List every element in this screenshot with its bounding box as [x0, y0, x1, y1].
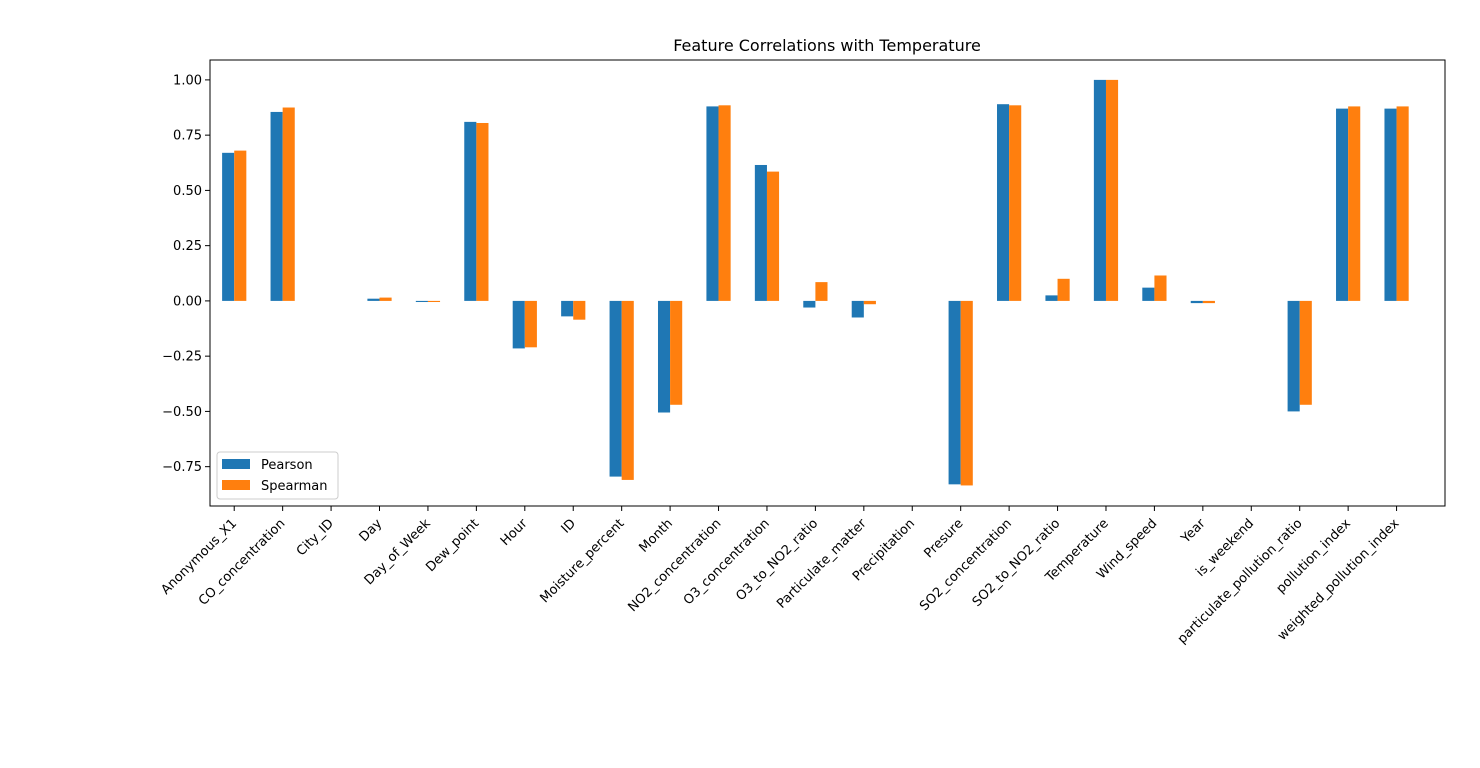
bar-pearson-pollution-index: [1336, 108, 1349, 301]
legend-label-pearson: Pearson: [261, 458, 313, 473]
bar-spearman-moisture-percent: [621, 300, 634, 480]
bar-pearson-wind-speed: [1142, 287, 1155, 301]
bar-pearson-day-of-week: [415, 300, 428, 303]
bar-pearson-weighted-pollution-index: [1384, 108, 1397, 301]
bar-spearman-dew-point: [476, 122, 489, 301]
bar-spearman-o3-to-no2-ratio: [815, 282, 828, 301]
bar-pearson-particulate-matter: [851, 300, 864, 318]
bar-spearman-hour: [524, 300, 537, 348]
y-tick-label: −0.75: [162, 460, 202, 475]
bar-spearman-month: [670, 300, 683, 405]
bar-spearman-so2-concentration: [1009, 105, 1022, 301]
y-tick-label: −0.25: [162, 350, 202, 365]
bar-pearson-dew-point: [464, 121, 477, 301]
bar-pearson-id: [561, 300, 574, 317]
bar-pearson-day: [367, 298, 380, 301]
bar-pearson-hour: [512, 300, 525, 349]
y-tick-label: 0.75: [173, 129, 202, 144]
bar-pearson-presure: [948, 300, 961, 485]
bar-pearson-moisture-percent: [609, 300, 622, 477]
bar-pearson-no2-concentration: [706, 106, 719, 301]
bar-pearson-so2-to-no2-ratio: [1045, 295, 1058, 301]
y-tick-label: 0.25: [173, 239, 202, 254]
bar-spearman-o3-concentration: [766, 171, 780, 301]
chart-title: Feature Correlations with Temperature: [673, 36, 981, 55]
bar-spearman-anonymous-x1: [234, 150, 247, 301]
plot-frame: [209, 59, 1446, 507]
y-tick-label: 1.00: [173, 73, 202, 88]
bar-spearman-id: [573, 300, 586, 320]
bar-spearman-temperature: [1105, 79, 1119, 301]
y-tick-label: 0.00: [173, 294, 202, 309]
bars-layer: [222, 79, 1409, 486]
legend-swatch-spearman: [222, 480, 250, 490]
bar-spearman-particulate-matter: [863, 300, 876, 305]
bar-pearson-year: [1190, 300, 1203, 304]
bar-pearson-co-concentration: [270, 111, 283, 301]
bar-spearman-weighted-pollution-index: [1396, 106, 1409, 301]
bar-pearson-so2-concentration: [997, 104, 1010, 301]
y-tick-label: −0.50: [162, 405, 202, 420]
bar-pearson-o3-to-no2-ratio: [803, 300, 816, 308]
bar-spearman-pollution-index: [1348, 106, 1361, 301]
bar-spearman-presure: [960, 300, 973, 486]
bar-pearson-temperature: [1093, 79, 1106, 301]
bar-spearman-no2-concentration: [718, 105, 731, 301]
bar-spearman-co-concentration: [282, 107, 295, 301]
bar-spearman-year: [1202, 300, 1215, 304]
y-tick-label: 0.50: [173, 184, 202, 199]
bar-pearson-particulate-pollution-ratio: [1287, 300, 1300, 412]
bar-spearman-day: [379, 297, 392, 301]
bar-spearman-so2-to-no2-ratio: [1057, 278, 1070, 301]
bar-spearman-day-of-week: [427, 300, 441, 303]
legend-swatch-pearson: [222, 459, 250, 469]
legend: Pearson Spearman: [216, 451, 339, 500]
bar-spearman-particulate-pollution-ratio: [1299, 300, 1312, 405]
bar-pearson-month: [657, 300, 671, 413]
legend-label-spearman: Spearman: [261, 479, 327, 494]
bar-spearman-wind-speed: [1154, 275, 1167, 301]
bar-pearson-anonymous-x1: [222, 152, 235, 301]
bar-pearson-o3-concentration: [754, 164, 767, 301]
